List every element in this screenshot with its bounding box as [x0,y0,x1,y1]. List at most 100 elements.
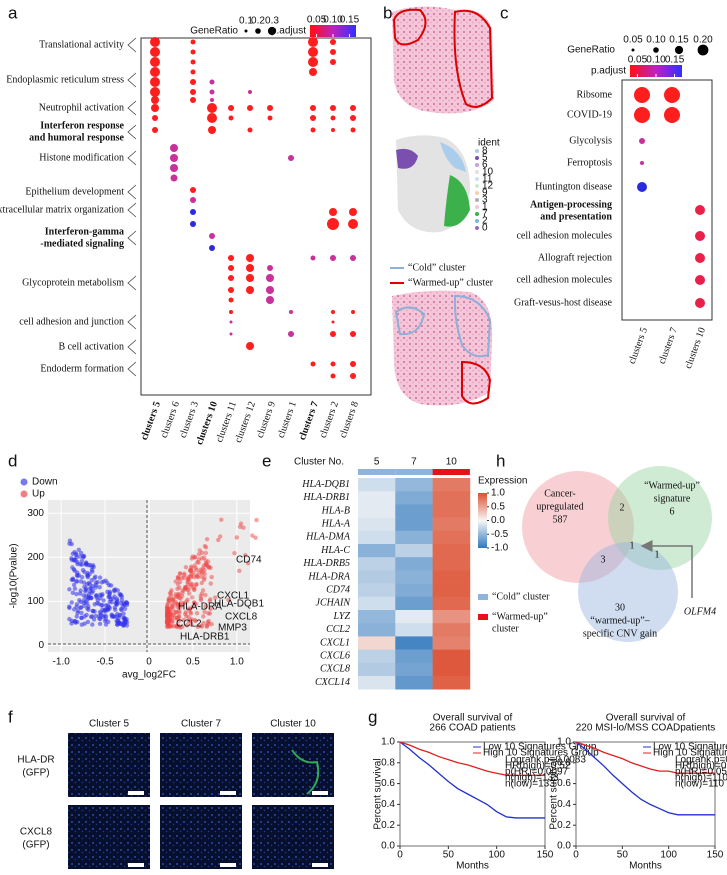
heat-cell [358,544,396,558]
point-down [71,582,77,588]
dot [350,105,356,111]
dot [330,361,336,367]
venn-label: upregulated [536,501,583,512]
dot [228,265,234,271]
point-down [74,602,80,607]
dot [695,275,705,285]
heat-cell [395,676,433,690]
column-label: Cluster 5 [89,719,129,730]
point-up [213,595,218,600]
term-label: Ribsome [576,89,612,100]
point-down [99,603,104,608]
ident-key [475,163,479,167]
point-down [122,617,128,622]
stat-label: p(HR)=0.057 [675,767,727,778]
dot [190,197,196,203]
tissue-images [392,6,494,406]
point-down [111,587,117,593]
y-tick-label: 0.2 [557,820,571,831]
gene-annotation: CCL2 [176,619,202,630]
point-up [243,552,248,558]
heat-cell [432,491,471,505]
point-down [77,554,83,559]
point-down [114,602,119,607]
heat-cell [395,596,433,611]
dot [190,69,196,75]
point-down [85,570,90,576]
point-up [184,599,189,604]
term-label: Allograft rejection [538,252,612,263]
gene-label: CXCL6 [320,650,350,661]
point-up [183,565,189,570]
point-down [90,588,96,594]
gene-annotation: HLA-DRA [178,602,222,613]
point-up [194,582,199,587]
term-brace [127,202,137,218]
legend-key [20,478,28,486]
point-up [198,596,204,601]
point-up [189,572,194,577]
color-legend-tick-label: 0.05 [628,55,648,66]
y-tick-label: 0.4 [381,799,395,810]
point-up [253,535,258,540]
stat-label: n(low)=110 [675,779,724,790]
heat-cell [432,570,471,584]
gene-label: OLFM4 [684,606,716,617]
x-tick-label: 0 [397,850,403,861]
dot [329,208,337,216]
point-up [190,604,195,610]
heat-cell [432,623,471,637]
heat-cell [395,557,433,571]
dot [331,320,335,324]
point-down [103,578,108,583]
dot [151,104,159,112]
point-down [69,618,75,624]
term-label: cell adhesion molecules [516,274,612,285]
ident-key [475,205,479,209]
stat-label: n(high)=110 [675,773,727,784]
y-tick-label: 0.0 [381,841,395,852]
scale-bar [312,863,328,867]
dot [208,126,216,134]
column-label: 7 [411,457,417,468]
legend-key [478,594,488,600]
heat-cell [395,649,433,664]
point-up [202,571,207,577]
dot [190,187,196,193]
point-up [199,580,205,586]
dot [190,39,196,45]
size-legend-dot [674,45,684,55]
ident-label: 12 [482,181,494,192]
dot [207,113,217,123]
point-up [169,618,174,624]
cluster-label: clusters 8 [338,400,361,440]
heat-cell [358,517,396,532]
point-up [190,595,195,600]
point-up [186,606,192,611]
point-down [70,590,76,596]
dot [695,205,705,215]
micrograph [252,805,334,869]
venn-label: specific CNV gain [583,628,657,639]
point-down [84,582,90,587]
scale-bar [312,791,328,795]
venn-count: 3 [601,554,606,565]
point-down [75,559,80,565]
dot [330,373,336,379]
dot [308,37,318,47]
y-tick-label: 0.6 [381,778,395,789]
dot [267,105,273,111]
term-label: Interferon-gamma [45,226,124,237]
point-up [203,545,209,550]
point-up [166,598,172,603]
heat-cell [358,596,396,611]
heat-cell [432,583,471,598]
point-down [67,587,72,592]
heat-cell [358,504,396,518]
point-up [177,585,182,590]
point-up [186,591,192,596]
point-up [237,568,242,574]
point-up [194,567,199,573]
point-up [165,615,170,620]
point-down [103,617,109,622]
